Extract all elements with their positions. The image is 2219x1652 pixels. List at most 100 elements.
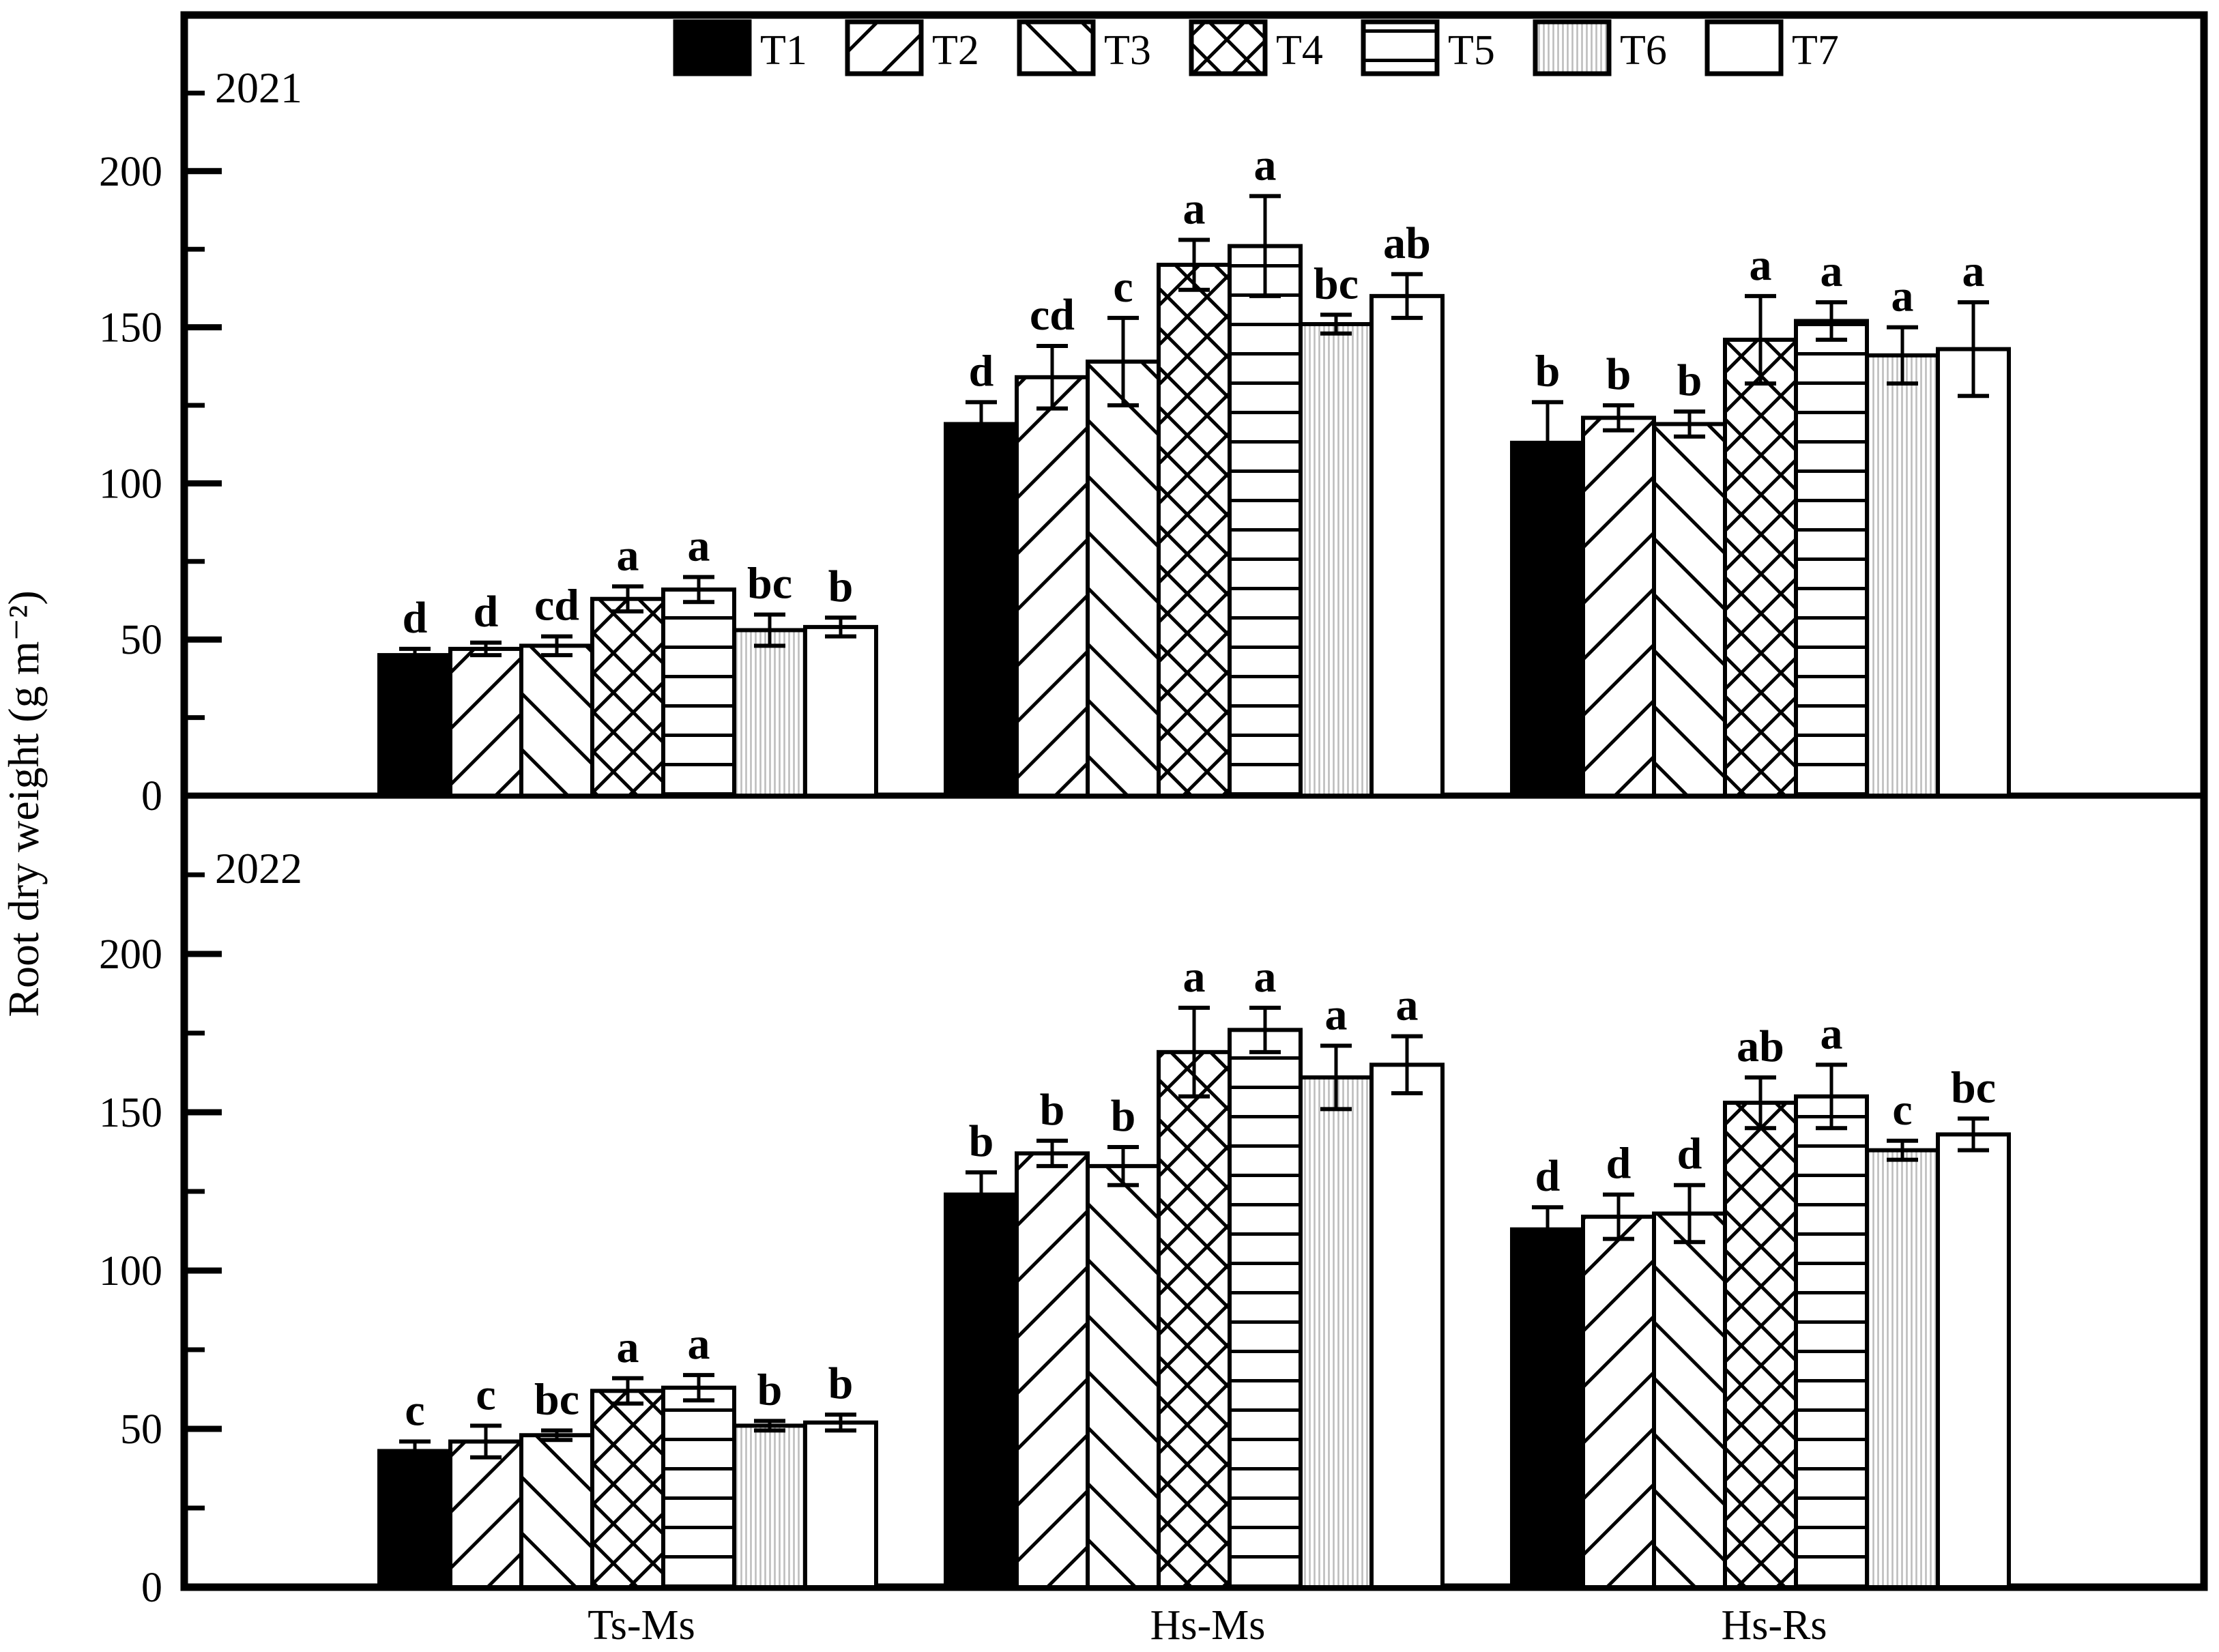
error-bar-T1-Hs-Rs <box>1532 1205 1563 1254</box>
error-bar-T2-Hs-Ms <box>1036 1138 1068 1168</box>
sig-letter-T7-Ts-Ms: b <box>828 1359 854 1408</box>
bar-T2-Hs-Ms <box>1015 375 1090 798</box>
bar-T5-Hs-Rs <box>1794 1094 1869 1590</box>
error-bar-T5-Ts-Ms <box>683 1373 714 1403</box>
legend-item-T6: T6 <box>1533 19 1667 76</box>
sig-letter-T3-Hs-Rs: b <box>1677 356 1702 405</box>
bar-T7-Hs-Rs <box>1936 347 2011 798</box>
bar-T1-Ts-Ms <box>377 1449 452 1589</box>
error-bar-T4-Ts-Ms <box>612 584 643 614</box>
y-tick-label: 0 <box>141 773 162 820</box>
error-bar-T6-Hs-Ms <box>1320 1043 1352 1112</box>
legend-label-T7: T7 <box>1792 27 1839 74</box>
legend-swatch-T3 <box>1017 19 1096 76</box>
sig-letter-T2-Hs-Rs: b <box>1606 349 1631 399</box>
error-bar-T3-Hs-Ms <box>1107 1145 1139 1187</box>
bar-T2-Hs-Rs <box>1581 416 1656 798</box>
error-bar-T1-Hs-Rs <box>1532 400 1563 486</box>
bar-T6-Hs-Rs <box>1865 353 1940 798</box>
sig-letter-T7-Hs-Rs: a <box>1962 246 1985 296</box>
error-bar-T4-Hs-Rs <box>1745 1075 1776 1131</box>
bar-T1-Ts-Ms <box>377 653 452 798</box>
legend-label-T5: T5 <box>1448 27 1495 74</box>
sig-letter-T7-Ts-Ms: b <box>828 562 854 611</box>
bar-T3-Hs-Rs <box>1652 1211 1727 1589</box>
bar-T5-Ts-Ms <box>661 1385 736 1590</box>
sig-letter-T6-Hs-Rs: c <box>1892 1085 1912 1135</box>
bar-T3-Hs-Ms <box>1086 1163 1161 1589</box>
sig-letter-T4-Hs-Rs: ab <box>1737 1021 1784 1071</box>
y-tick-label: 50 <box>120 1406 162 1453</box>
error-bar-T1-Ts-Ms <box>399 1439 431 1463</box>
sig-letter-T5-Ts-Ms: a <box>688 1319 710 1369</box>
legend-label-T4: T4 <box>1276 27 1323 74</box>
bar-T2-Hs-Ms <box>1015 1151 1090 1589</box>
sig-letter-T2-Hs-Ms: cd <box>1030 290 1075 340</box>
error-bar-T1-Hs-Ms <box>966 400 997 448</box>
legend-swatch-T4 <box>1189 19 1268 76</box>
legend-swatch-T2 <box>845 19 924 76</box>
error-bar-T6-Ts-Ms <box>754 612 785 648</box>
error-bar-T2-Ts-Ms <box>470 640 502 658</box>
error-bar-T3-Hs-Rs <box>1674 1183 1705 1245</box>
bar-T4-Hs-Ms <box>1157 1049 1232 1589</box>
error-bar-T5-Ts-Ms <box>683 575 714 605</box>
sig-letter-T1-Hs-Ms: b <box>969 1116 994 1166</box>
error-bar-T7-Hs-Rs <box>1958 300 1989 398</box>
bar-T1-Hs-Ms <box>944 1192 1019 1589</box>
error-bar-T7-Hs-Ms <box>1391 1034 1423 1096</box>
bar-T6-Hs-Ms <box>1299 1075 1374 1589</box>
error-bar-T6-Hs-Rs <box>1887 325 1918 386</box>
error-bar-T2-Hs-Rs <box>1603 1192 1634 1241</box>
legend-swatch-T6 <box>1533 19 1612 76</box>
y-tick-label: 100 <box>99 461 162 507</box>
error-bar-T4-Hs-Rs <box>1745 293 1776 386</box>
error-bar-T4-Hs-Ms <box>1178 1005 1210 1099</box>
sig-letter-T7-Hs-Ms: a <box>1396 981 1419 1030</box>
error-bar-T5-Hs-Rs <box>1816 300 1847 342</box>
sig-letter-T5-Hs-Ms: a <box>1254 140 1277 190</box>
y-tick-label: 150 <box>99 305 162 351</box>
sig-letter-T5-Ts-Ms: a <box>688 521 710 571</box>
bar-T1-Hs-Ms <box>944 422 1019 798</box>
bar-T5-Hs-Ms <box>1228 1028 1303 1589</box>
y-tick-label: 150 <box>99 1090 162 1136</box>
sig-letter-T5-Hs-Rs: a <box>1821 246 1843 296</box>
legend-label-T6: T6 <box>1620 27 1667 74</box>
y-axis-label: Root dry weight (g m⁻²) <box>0 590 48 1017</box>
error-bar-T2-Ts-Ms <box>470 1423 502 1460</box>
sig-letter-T3-Hs-Ms: c <box>1113 262 1133 312</box>
legend-label-T2: T2 <box>932 27 979 74</box>
legend-item-T7: T7 <box>1705 19 1839 76</box>
legend-swatch-T7 <box>1705 19 1784 76</box>
error-bar-T5-Hs-Rs <box>1816 1062 1847 1131</box>
error-bar-T3-Ts-Ms <box>541 1428 572 1443</box>
x-category-label-Ts-Ms: Ts-Ms <box>588 1602 695 1649</box>
bar-T4-Ts-Ms <box>590 1389 665 1589</box>
error-bar-T4-Ts-Ms <box>612 1376 643 1406</box>
bar-T3-Hs-Rs <box>1652 422 1727 798</box>
sig-letter-T6-Hs-Ms: bc <box>1314 259 1359 308</box>
sig-letter-T3-Hs-Rs: d <box>1677 1129 1702 1179</box>
bar-T4-Hs-Rs <box>1723 337 1798 798</box>
y-tick-label: 200 <box>99 149 162 195</box>
sig-letter-T5-Hs-Ms: a <box>1254 952 1277 1002</box>
legend-label-T1: T1 <box>760 27 807 74</box>
bar-T7-Hs-Ms <box>1369 293 1445 798</box>
error-bar-T5-Hs-Ms <box>1249 194 1281 298</box>
legend: T1 T2 T3 T4 T5 T6 T7 <box>673 19 1839 76</box>
legend-swatch-T1 <box>673 19 752 76</box>
sig-letter-T4-Hs-Ms: a <box>1183 184 1206 233</box>
bar-T3-Ts-Ms <box>519 643 594 798</box>
error-bar-T7-Hs-Rs <box>1958 1116 1989 1153</box>
bar-T4-Hs-Ms <box>1157 263 1232 798</box>
legend-item-T5: T5 <box>1361 19 1495 76</box>
sig-letter-T1-Hs-Rs: b <box>1535 346 1561 396</box>
bar-T7-Ts-Ms <box>803 1420 878 1589</box>
bar-T2-Ts-Ms <box>448 646 523 798</box>
bar-T5-Ts-Ms <box>661 587 736 798</box>
legend-label-T3: T3 <box>1104 27 1151 74</box>
